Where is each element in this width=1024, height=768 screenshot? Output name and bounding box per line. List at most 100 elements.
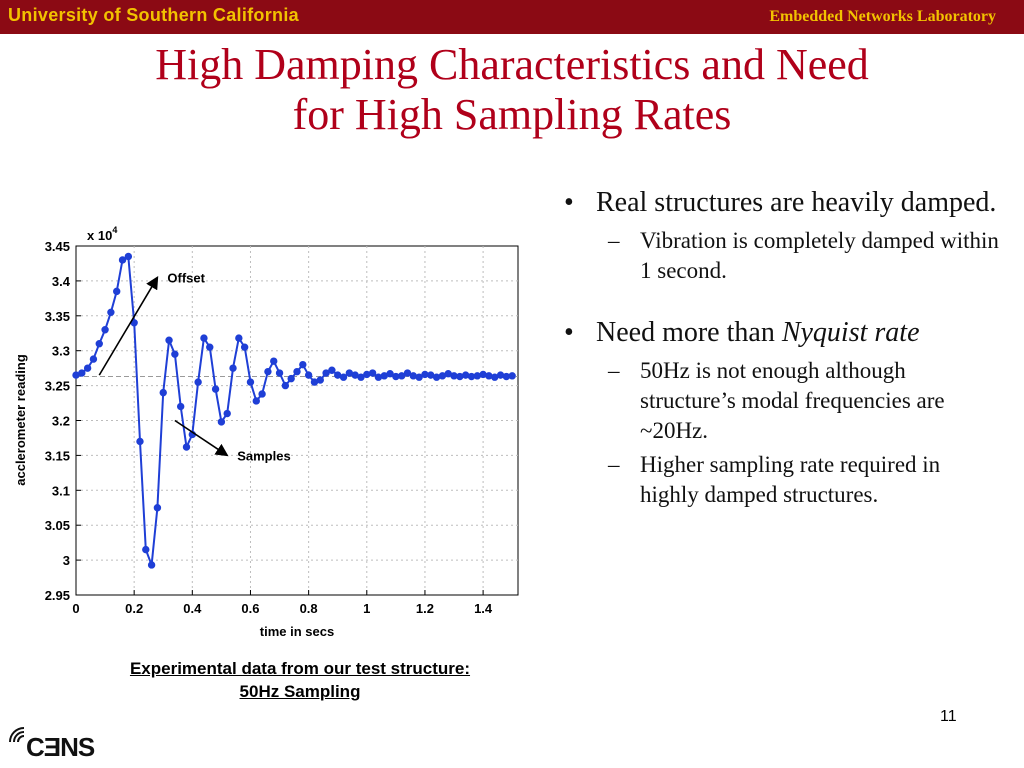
bullet-2-text-em: Nyquist rate xyxy=(781,317,920,348)
data-point xyxy=(229,364,237,372)
page-number: 11 xyxy=(940,708,957,725)
y-tick-label: 3.1 xyxy=(52,483,70,498)
data-point xyxy=(200,334,208,342)
data-point xyxy=(508,372,516,380)
annotation-label: Samples xyxy=(237,448,290,463)
data-point xyxy=(217,418,226,426)
y-tick-label: 3.45 xyxy=(45,239,70,254)
lab-name: Embedded Networks Laboratory xyxy=(769,8,996,25)
slide-title-line1: High Damping Characteristics and Need xyxy=(155,40,869,89)
header-bar: University of Southern California Embedd… xyxy=(0,0,1024,34)
y-tick-label: 3.4 xyxy=(52,274,71,289)
x-tick-label: 1.4 xyxy=(474,601,493,616)
data-point xyxy=(118,256,127,264)
sub-bullet-2-1: –50Hz is not enough although structure’s… xyxy=(608,358,945,443)
y-tick-label: 3.3 xyxy=(52,344,70,359)
x-tick-label: 1 xyxy=(363,601,370,616)
data-point xyxy=(206,343,214,351)
data-point xyxy=(235,334,243,342)
data-point xyxy=(147,561,156,569)
data-point xyxy=(339,373,348,381)
caption-line1: Experimental data from our test structur… xyxy=(129,659,471,678)
bullet-2-text-pre: Need more than xyxy=(596,317,782,348)
x-tick-label: 0.2 xyxy=(125,601,143,616)
data-point xyxy=(159,388,167,397)
logo-text: CƎNS xyxy=(26,732,95,762)
data-point xyxy=(368,369,377,377)
data-point xyxy=(258,390,266,398)
data-point xyxy=(194,378,202,386)
data-point xyxy=(270,357,278,365)
data-point xyxy=(153,504,162,512)
data-point xyxy=(136,437,144,446)
data-point xyxy=(211,385,220,393)
data-point xyxy=(299,360,307,369)
data-point xyxy=(78,369,86,377)
data-point xyxy=(304,371,313,379)
data-point xyxy=(176,402,185,411)
y-axis-label: acclerometer reading xyxy=(13,354,28,486)
slide-title: High Damping Characteristics and Need fo… xyxy=(40,40,984,140)
data-point xyxy=(113,287,121,296)
data-point xyxy=(171,350,179,358)
cens-logo: CƎNS xyxy=(0,718,95,768)
data-point xyxy=(101,326,109,334)
data-point xyxy=(142,545,150,554)
slide-title-line2: for High Sampling Rates xyxy=(292,90,732,139)
x-tick-label: 1.2 xyxy=(416,601,434,616)
data-point xyxy=(287,374,295,383)
tick-layer: 0 0.2 0.4 0.6 0.8 1 1.2 1.4 2.95 3 3.05 3.1 3.15 3.2 3… xyxy=(45,239,493,616)
data-point xyxy=(89,355,98,363)
data-point xyxy=(322,369,330,377)
sub-bullet-1-1: – Vibration is completely damped within 1… xyxy=(608,228,999,283)
sub-bullet-2-1-text: 50Hz is not enough although structure’s … xyxy=(640,358,945,443)
data-point xyxy=(386,370,394,378)
data-point xyxy=(293,367,301,376)
y-tick-label: 3.35 xyxy=(45,309,70,324)
data-point xyxy=(281,381,290,390)
grid-layer xyxy=(76,246,518,595)
x-tick-label: 0 xyxy=(72,601,79,616)
sub-bullet-2-2: – Higher sampling rate required in highly… xyxy=(608,452,941,507)
data-point xyxy=(264,367,272,376)
bullet-1-text: Real structures are heavily damped. xyxy=(596,187,997,218)
data-point xyxy=(95,340,103,348)
data-point xyxy=(182,443,191,451)
accelerometer-chart: 0 0.2 0.4 0.6 0.8 1 1.2 1.4 2.95 3 3.05 3.1 3.15 3.2 3… xyxy=(13,225,519,639)
sub-bullet-2-2-text: Higher sampling rate required in highly … xyxy=(640,452,941,507)
data-point xyxy=(223,409,231,418)
data-point xyxy=(397,372,406,380)
y-tick-label: 3.15 xyxy=(45,448,70,463)
bullet-1: • Real structures are heavily damped. xyxy=(564,187,997,218)
data-point xyxy=(124,252,133,261)
scale-label: x 104 xyxy=(87,225,117,243)
x-axis-label: time in secs xyxy=(260,624,334,639)
data-point xyxy=(275,369,284,377)
data-point xyxy=(403,369,412,377)
annotation-label: Offset xyxy=(167,270,205,285)
annotation-arrow xyxy=(174,419,229,457)
data-point xyxy=(252,397,260,405)
sub-bullet-1-1-text: Vibration is completely damped within 1 … xyxy=(640,228,999,283)
figure-caption: Experimental data from our test structur… xyxy=(60,657,540,703)
data-point xyxy=(316,376,324,384)
y-tick-label: 3 xyxy=(63,553,70,568)
data-point xyxy=(107,308,115,317)
y-tick-label: 2.95 xyxy=(45,588,70,603)
university-name: University of Southern California xyxy=(8,5,299,25)
data-point xyxy=(415,373,423,381)
x-tick-label: 0.6 xyxy=(241,601,259,616)
data-point xyxy=(83,364,92,372)
bullet-2: • Need more than Nyquist rate xyxy=(564,317,920,348)
data-point xyxy=(246,378,255,386)
caption-line2: 50Hz Sampling xyxy=(239,682,361,701)
data-point xyxy=(240,343,249,351)
bullet-list: • Real structures are heavily damped. – Vi… xyxy=(560,186,1000,514)
annotation-arrow xyxy=(98,276,159,376)
y-tick-label: 3.05 xyxy=(45,518,70,533)
x-tick-label: 0.8 xyxy=(300,601,318,616)
y-tick-label: 3.2 xyxy=(52,414,70,429)
signal-wave-icon xyxy=(9,727,25,743)
data-point xyxy=(328,366,336,374)
y-tick-label: 3.25 xyxy=(45,379,70,394)
